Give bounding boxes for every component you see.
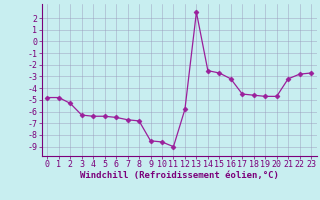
X-axis label: Windchill (Refroidissement éolien,°C): Windchill (Refroidissement éolien,°C) xyxy=(80,171,279,180)
